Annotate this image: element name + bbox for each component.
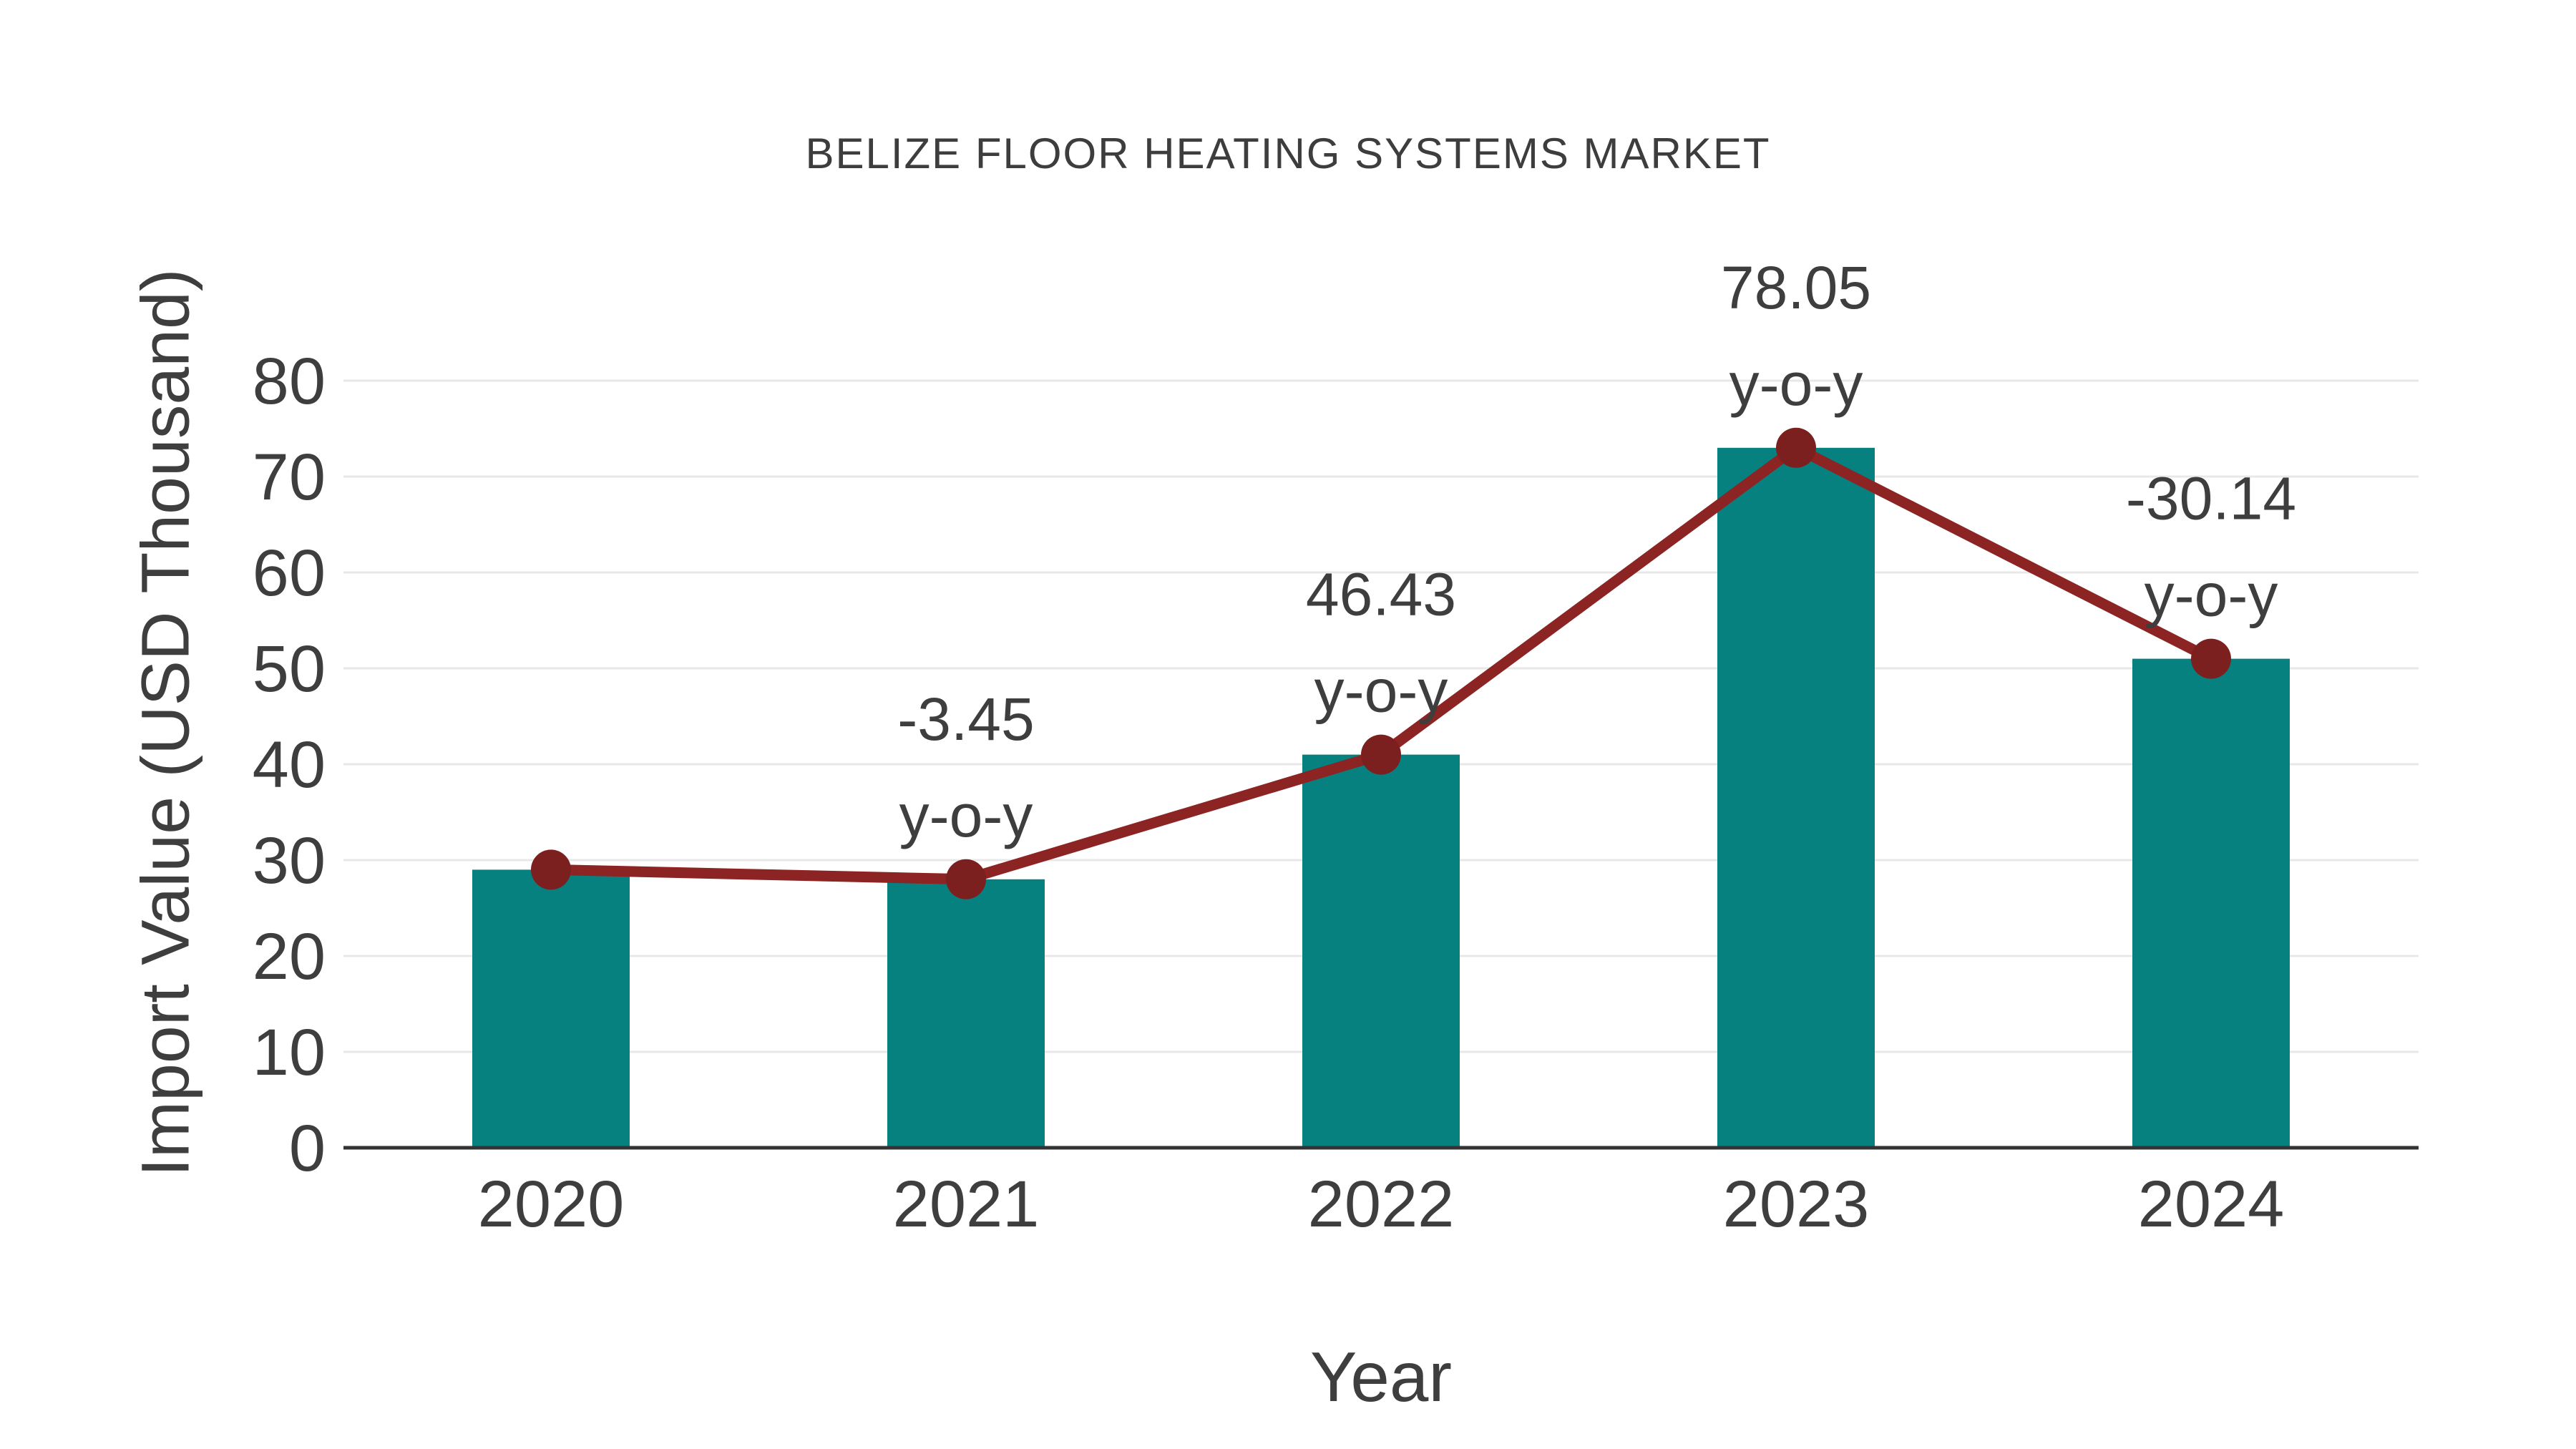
y-tick-label-10: 10	[253, 1016, 326, 1089]
y-tick-label-80: 80	[253, 345, 326, 418]
annotation-value-2023: 78.05	[1721, 254, 1871, 321]
marker-2023	[1776, 427, 1816, 468]
y-tick-label-70: 70	[253, 441, 326, 514]
annotation-suffix-2024: y-o-y	[2145, 562, 2278, 629]
y-axis-title: Import Value (USD Thousand)	[127, 268, 204, 1177]
x-tick-label-2023: 2023	[1723, 1168, 1870, 1241]
marker-2021	[946, 859, 986, 899]
y-tick-label-50: 50	[253, 633, 326, 706]
marker-2020	[531, 849, 571, 890]
bar-2021	[887, 879, 1045, 1148]
y-tick-label-40: 40	[253, 728, 326, 801]
annotation-value-2021: -3.45	[897, 686, 1034, 753]
bar-2024	[2132, 658, 2290, 1148]
x-axis-title: Year	[1309, 1337, 1452, 1416]
marker-2024	[2191, 638, 2231, 679]
annotation-value-2024: -30.14	[2126, 465, 2296, 532]
annotation-suffix-2021: y-o-y	[899, 782, 1033, 849]
annotation-suffix-2022: y-o-y	[1314, 658, 1448, 725]
x-tick-label-2021: 2021	[893, 1168, 1040, 1241]
x-tick-label-2022: 2022	[1308, 1168, 1455, 1241]
annotation-suffix-2023: y-o-y	[1729, 351, 1863, 418]
annotation-value-2022: 46.43	[1306, 561, 1456, 628]
chart-title: BELIZE FLOOR HEATING SYSTEMS MARKET	[805, 130, 1771, 177]
bar-2022	[1302, 754, 1460, 1148]
marker-2022	[1361, 734, 1401, 775]
bar-2020	[472, 869, 630, 1148]
bar-2023	[1717, 447, 1875, 1148]
y-tick-label-0: 0	[289, 1112, 326, 1185]
y-tick-label-30: 30	[253, 824, 326, 897]
y-tick-label-20: 20	[253, 920, 326, 993]
y-tick-label-60: 60	[253, 537, 326, 610]
x-tick-label-2020: 2020	[478, 1168, 625, 1241]
x-tick-label-2024: 2024	[2138, 1168, 2285, 1241]
